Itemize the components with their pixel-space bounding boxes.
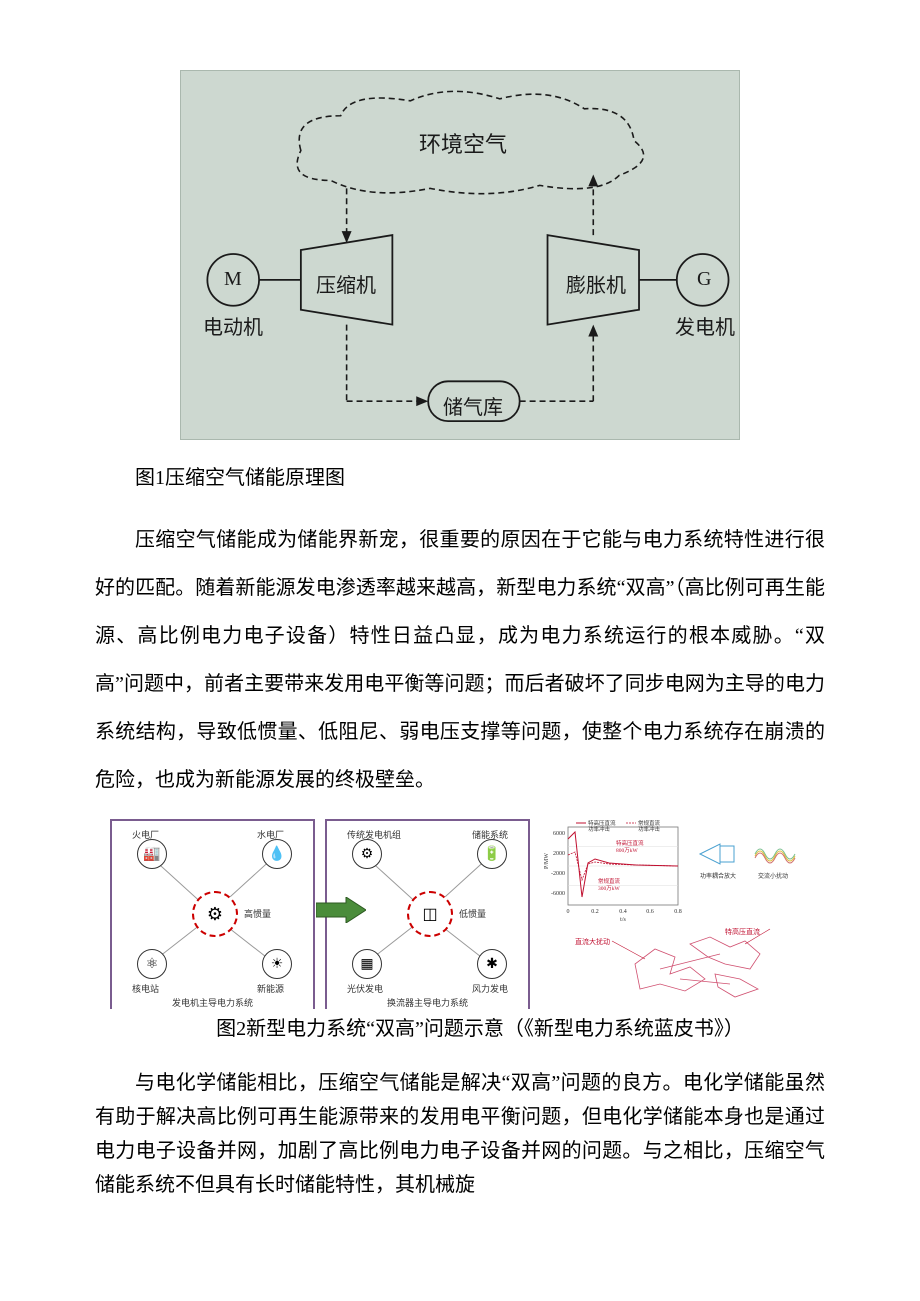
fig2-node: ⚛ xyxy=(137,949,167,979)
fig2-map-label-1: 直流大扰动 xyxy=(575,937,610,946)
fig1-compressor-label: 压缩机 xyxy=(316,269,376,298)
fig2-mid-center-label: 低惯量 xyxy=(459,907,486,920)
svg-text:特高压直流: 特高压直流 xyxy=(588,819,616,827)
fig2-icon-label-2: 交流小扰动 xyxy=(758,872,788,880)
fig2-node-label: 核电站 xyxy=(132,982,159,995)
fig2-node-label: 火电厂 xyxy=(132,828,159,841)
fig2-left-caption: 发电机主导电力系统 xyxy=(112,996,313,1009)
svg-text:300万kW: 300万kW xyxy=(598,885,621,892)
fig2-node-label: 新能源 xyxy=(257,982,284,995)
fig2-node: ✱ xyxy=(477,949,507,979)
svg-text:P/MW: P/MW xyxy=(544,853,550,869)
svg-text:常规直流: 常规直流 xyxy=(598,877,621,885)
fig1-motor-bottom: 电动机 xyxy=(203,311,263,340)
figure-1-diagram: 环境空气 M 电动机 压缩机 膨胀机 G 发电机 储气库 xyxy=(180,70,740,440)
fig2-icon-label-1: 功率耦合放大 xyxy=(700,872,736,880)
fig2-node: 🏭 xyxy=(137,839,167,869)
fig2-mid-caption: 换流器主导电力系统 xyxy=(327,996,528,1009)
figure-2-diagram: ⚙ 高惯量 发电机主导电力系统 🏭火电厂 💧水电厂 ⚛ 核电站 ☀ 新能源 ◫ 低惯量 换… xyxy=(110,819,810,1009)
fig2-node-label: 水电厂 xyxy=(257,828,284,841)
fig2-node: ☀ xyxy=(262,949,292,979)
fig1-motor-top: M xyxy=(224,268,242,291)
svg-text:功率冲击: 功率冲击 xyxy=(638,825,661,833)
fig2-mid-center: ◫ xyxy=(407,891,453,937)
figure-1-caption: 图1压缩空气储能原理图 xyxy=(95,458,825,498)
fig2-transition-arrow xyxy=(316,897,366,923)
svg-text:2000: 2000 xyxy=(553,851,565,857)
fig1-expander-label: 膨胀机 xyxy=(566,269,626,298)
svg-text:0: 0 xyxy=(567,909,570,915)
fig2-node: ▦ xyxy=(352,949,382,979)
svg-text:t/s: t/s xyxy=(620,917,626,923)
svg-text:0.6: 0.6 xyxy=(646,909,654,915)
paragraph-2: 与电化学储能相比，压缩空气储能是解决“双高”问题的良方。电化学储能虽然有助于解决… xyxy=(95,1066,825,1202)
svg-text:常规直流: 常规直流 xyxy=(638,819,661,827)
fig2-right-panel: 6000 2000 -2000 -6000 P/MW 0 0.2 0.4 0.6… xyxy=(540,819,810,1009)
fig2-node: 🔋 xyxy=(477,839,507,869)
svg-text:800万kW: 800万kW xyxy=(616,847,639,854)
fig2-node: ⚙ xyxy=(352,839,382,869)
svg-text:特高压直流: 特高压直流 xyxy=(616,839,644,847)
fig1-cloud-label: 环境空气 xyxy=(419,127,507,159)
fig1-tank-label: 储气库 xyxy=(443,391,503,420)
fig2-node-label: 传统发电机组 xyxy=(347,828,401,841)
fig1-generator-top: G xyxy=(697,268,711,291)
fig2-chart: 6000 2000 -2000 -6000 P/MW 0 0.2 0.4 0.6… xyxy=(540,819,810,1009)
svg-text:0.8: 0.8 xyxy=(674,909,682,915)
fig2-node-label: 光伏发电 xyxy=(347,982,383,995)
svg-text:-6000: -6000 xyxy=(551,891,565,897)
fig2-node-label: 储能系统 xyxy=(472,828,508,841)
fig1-generator-bottom: 发电机 xyxy=(675,311,735,340)
paragraph-1: 压缩空气储能成为储能界新宠，很重要的原因在于它能与电力系统特性进行很好的匹配。随… xyxy=(95,516,825,804)
fig2-node-label: 风力发电 xyxy=(472,982,508,995)
fig2-map-label-2: 特高压直流 xyxy=(725,927,760,936)
svg-text:6000: 6000 xyxy=(553,831,565,837)
fig2-left-center-label: 高惯量 xyxy=(244,907,271,920)
svg-text:0.4: 0.4 xyxy=(619,909,627,915)
svg-text:-2000: -2000 xyxy=(551,871,565,877)
svg-text:功率冲击: 功率冲击 xyxy=(588,825,611,833)
svg-text:0.2: 0.2 xyxy=(591,909,599,915)
figure-2-caption: 图2新型电力系统“双高”问题示意（《新型电力系统蓝皮书》） xyxy=(95,1014,825,1044)
fig2-node: 💧 xyxy=(262,839,292,869)
fig2-left-center: ⚙ xyxy=(192,891,238,937)
fig2-left-panel: ⚙ 高惯量 发电机主导电力系统 🏭火电厂 💧水电厂 ⚛ 核电站 ☀ 新能源 xyxy=(110,819,315,1009)
